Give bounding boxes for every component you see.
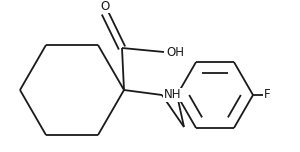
Text: F: F	[264, 88, 271, 102]
Text: NH: NH	[164, 88, 182, 102]
Text: OH: OH	[166, 45, 184, 59]
Text: O: O	[100, 0, 109, 12]
